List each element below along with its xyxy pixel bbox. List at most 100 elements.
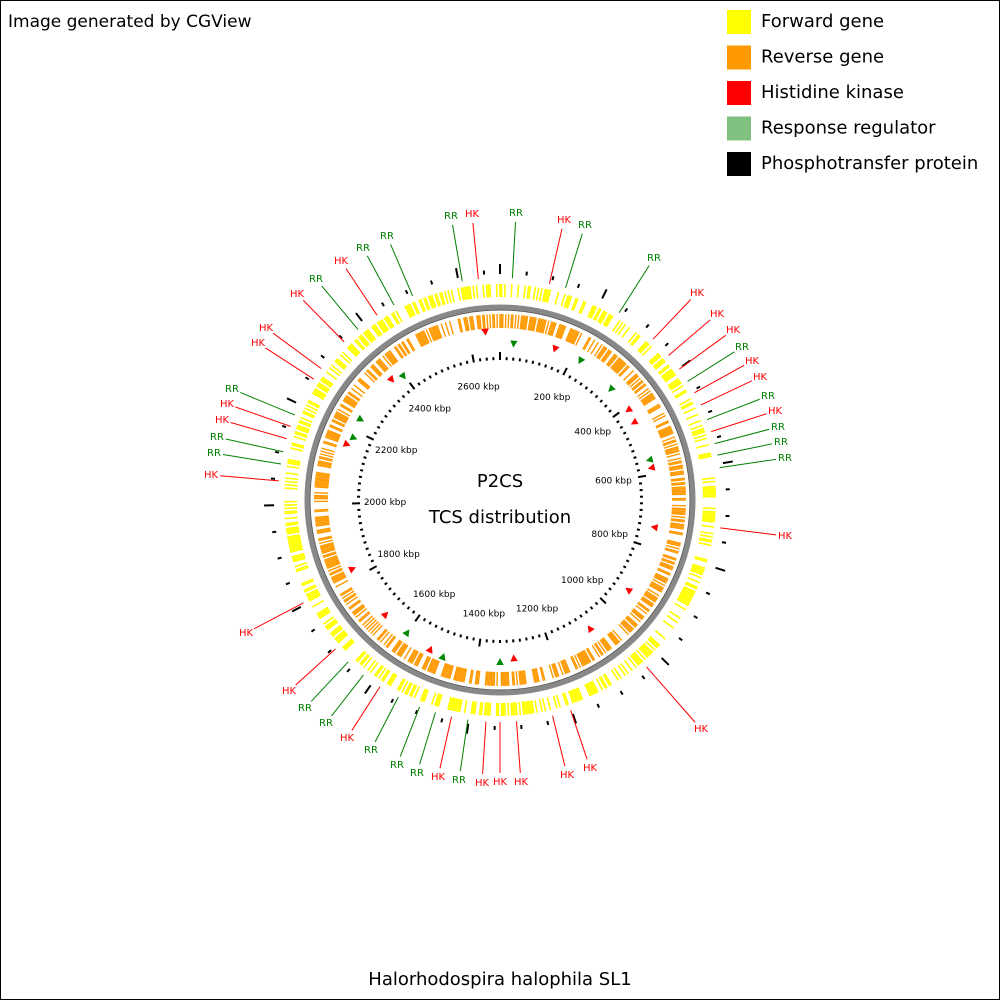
callout-line bbox=[646, 666, 696, 723]
forward-gene bbox=[305, 404, 319, 412]
forward-gene bbox=[563, 692, 570, 706]
reverse-gene bbox=[315, 475, 330, 480]
reverse-gene bbox=[470, 316, 474, 331]
reverse-gene bbox=[571, 655, 579, 670]
forward-gene bbox=[610, 669, 620, 681]
reverse-gene bbox=[448, 665, 454, 680]
forward-gene bbox=[322, 616, 335, 625]
forward-gene bbox=[638, 647, 649, 659]
forward-gene bbox=[690, 569, 703, 576]
reverse-gene bbox=[421, 330, 429, 345]
forward-gene bbox=[526, 285, 530, 299]
reverse-gene bbox=[481, 314, 485, 329]
reverse-gene bbox=[608, 632, 618, 645]
genome-map: 200 kbp 400 kbp 600 kbp 800 kbp 1000 kbp 1200… bbox=[204, 208, 793, 789]
reverse-gene bbox=[440, 323, 447, 338]
callout-line bbox=[459, 719, 469, 772]
forward-gene bbox=[300, 416, 313, 424]
scale-tick bbox=[556, 369, 560, 373]
forward-gene bbox=[407, 304, 415, 317]
forward-gene bbox=[478, 702, 482, 716]
reverse-gene bbox=[516, 314, 520, 329]
reverse-gene bbox=[568, 329, 576, 343]
reverse-gene bbox=[413, 652, 422, 666]
reverse-gene bbox=[430, 659, 438, 674]
forward-gene bbox=[334, 630, 346, 640]
reverse-gene bbox=[326, 561, 340, 568]
reverse-gene bbox=[339, 404, 353, 414]
reverse-gene bbox=[561, 660, 568, 674]
forward-gene bbox=[623, 659, 634, 672]
forward-gene bbox=[463, 700, 468, 714]
reverse-gene bbox=[666, 542, 681, 547]
forward-gene bbox=[599, 311, 608, 325]
callout-line bbox=[295, 648, 336, 686]
forward-gene bbox=[366, 328, 377, 341]
forward-gene bbox=[694, 437, 708, 443]
forward-gene bbox=[377, 320, 387, 333]
scale-tick bbox=[392, 404, 397, 408]
reverse-gene bbox=[320, 544, 335, 550]
outer-tick bbox=[571, 713, 578, 724]
reverse-gene bbox=[671, 481, 686, 485]
reverse-gene bbox=[386, 351, 397, 364]
callout-label: RR bbox=[778, 453, 792, 464]
forward-gene bbox=[630, 334, 640, 346]
reverse-gene bbox=[549, 322, 556, 336]
scale-tick bbox=[373, 431, 378, 435]
reverse-gene bbox=[623, 370, 635, 381]
callout-label: HK bbox=[334, 256, 349, 267]
reverse-gene bbox=[670, 522, 685, 526]
reverse-gene bbox=[524, 315, 529, 331]
forward-gene bbox=[598, 311, 607, 324]
forward-gene bbox=[328, 366, 341, 377]
reverse-gene bbox=[314, 486, 329, 489]
forward-gene bbox=[701, 477, 715, 481]
forward-gene bbox=[405, 304, 413, 318]
reverse-gene bbox=[567, 329, 575, 343]
forward-gene bbox=[396, 678, 405, 691]
reverse-gene bbox=[665, 544, 680, 550]
scale-tick bbox=[616, 420, 620, 424]
forward-gene bbox=[526, 701, 530, 715]
reverse-gene bbox=[376, 360, 387, 372]
forward-gene bbox=[443, 291, 449, 304]
forward-gene bbox=[541, 288, 547, 302]
forward-gene bbox=[438, 292, 445, 306]
reverse-gene bbox=[358, 611, 370, 622]
forward-gene bbox=[364, 330, 374, 343]
reverse-gene bbox=[388, 349, 399, 363]
outer-tick bbox=[404, 289, 409, 295]
reverse-gene bbox=[329, 568, 343, 576]
outer-tick bbox=[274, 450, 280, 454]
forward-gene bbox=[395, 310, 403, 323]
reverse-gene bbox=[606, 633, 617, 646]
forward-gene bbox=[355, 650, 366, 662]
forward-gene bbox=[334, 360, 346, 370]
reverse-gene bbox=[669, 467, 684, 472]
reverse-gene bbox=[614, 360, 625, 373]
reverse-gene bbox=[539, 667, 545, 682]
outer-tick bbox=[364, 684, 372, 695]
reverse-gene bbox=[616, 362, 627, 375]
forward-gene bbox=[687, 576, 700, 584]
forward-gene bbox=[365, 329, 375, 342]
forward-gene bbox=[313, 389, 326, 398]
reverse-gene bbox=[542, 319, 547, 334]
reverse-gene bbox=[565, 327, 572, 342]
forward-gene bbox=[631, 653, 641, 665]
reverse-gene bbox=[511, 314, 514, 329]
scale-tick bbox=[446, 366, 450, 371]
scale-label: 1600 kbp bbox=[413, 590, 456, 600]
outer-tick bbox=[465, 723, 470, 734]
forward-gene bbox=[694, 555, 708, 562]
forward-gene bbox=[661, 369, 674, 379]
scale-tick bbox=[525, 637, 528, 641]
callout-line bbox=[331, 674, 364, 717]
forward-gene bbox=[447, 696, 452, 710]
scale-tick bbox=[584, 610, 589, 614]
forward-gene bbox=[576, 687, 584, 700]
feature-marker bbox=[349, 433, 358, 441]
reverse-gene bbox=[454, 666, 460, 681]
forward-gene bbox=[356, 651, 367, 663]
